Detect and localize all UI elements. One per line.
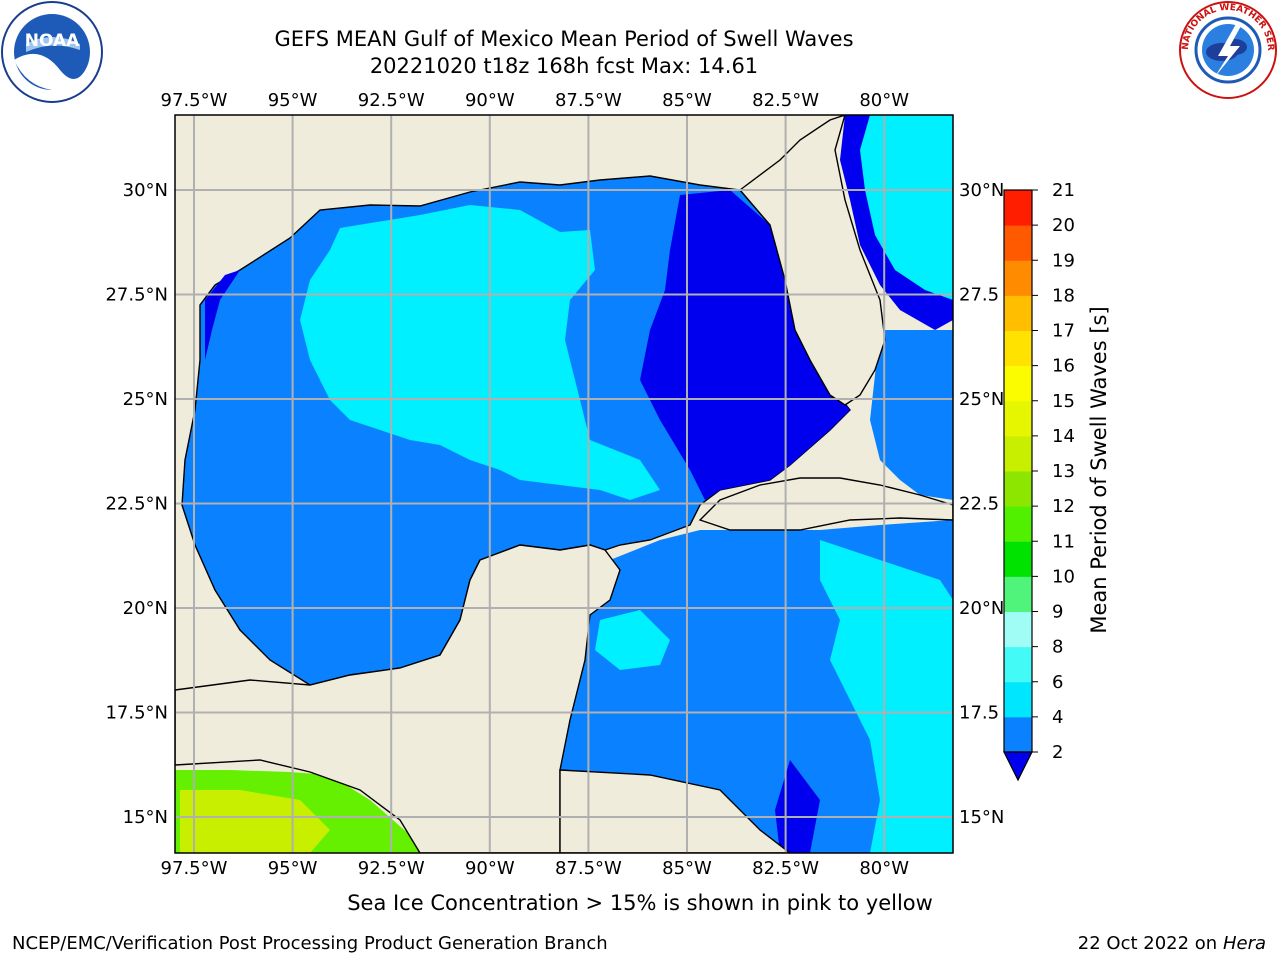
colorbar-tick-label: 20	[1052, 215, 1075, 236]
longitude-labels-top: 97.5°W 95°W 92.5°W 90°W 87.5°W 85°W 82.5°W 80°W	[161, 90, 910, 111]
lat-label-left: 22.5°N	[105, 494, 168, 515]
colorbar-segment	[1004, 330, 1032, 367]
colorbar-segment	[1004, 295, 1032, 331]
lat-label-right: 25°N	[959, 389, 1004, 410]
lon-label-top: 80°W	[859, 90, 909, 111]
lon-label-bottom: 95°W	[268, 858, 318, 879]
lon-label-bottom: 85°W	[662, 858, 712, 879]
colorbar-under-arrow	[1003, 751, 1033, 782]
colorbar-segment	[1004, 260, 1032, 296]
date-stamp: 22 Oct 2022 on Hera	[1078, 933, 1266, 954]
colorbar-segment	[1004, 435, 1032, 472]
credit-text: NCEP/EMC/Verification Post Processing Pr…	[12, 933, 608, 954]
colorbar-tick-label: 4	[1052, 707, 1063, 728]
colorbar-segment	[1004, 225, 1032, 261]
colorbar-segment	[1004, 506, 1032, 542]
lat-label-left: 17.5°N	[105, 703, 168, 724]
lon-label-bottom: 82.5°W	[752, 858, 819, 879]
west-coast-deep	[205, 270, 240, 360]
colorbar-label: Mean Period of Swell Waves [s]	[1087, 306, 1111, 633]
chart-title: GEFS MEAN Gulf of Mexico Mean Period of …	[274, 27, 854, 51]
lon-label-bottom: 90°W	[465, 858, 515, 879]
colorbar-segment	[1004, 611, 1032, 648]
colorbar-tick-label: 12	[1052, 496, 1075, 517]
lon-label-bottom: 80°W	[859, 858, 909, 879]
yucatan-channel-cyan	[595, 610, 670, 670]
latitude-labels-left: 30°N 27.5°N 25°N 22.5°N 20°N 17.5°N 15°N	[105, 180, 168, 828]
colorbar-tick-label: 15	[1052, 391, 1075, 412]
lon-label-top: 82.5°W	[752, 90, 819, 111]
map-frame	[174, 114, 954, 854]
east-gulf-deep	[640, 190, 850, 500]
colorbar-segment	[1004, 400, 1032, 437]
colorbar-tick-label: 18	[1052, 285, 1075, 306]
lon-label-bottom: 97.5°W	[161, 858, 228, 879]
lat-label-right: 30°N	[959, 180, 1004, 201]
gulf-water-cyan	[300, 205, 660, 500]
colorbar-segment	[1004, 681, 1032, 718]
lat-label-left: 20°N	[123, 598, 168, 619]
colorbar-segment	[1004, 471, 1032, 507]
colorbar-tick-label: 8	[1052, 637, 1063, 658]
lon-label-top: 90°W	[465, 90, 515, 111]
lon-label-top: 87.5°W	[555, 90, 622, 111]
colorbar-segment	[1004, 646, 1032, 683]
longitude-labels-bottom: 97.5°W 95°W 92.5°W 90°W 87.5°W 85°W 82.5°W 80°W	[161, 858, 910, 879]
lat-label-left: 27.5°N	[105, 285, 168, 306]
noaa-logo: NOAA	[1, 1, 103, 103]
lat-label-left: 30°N	[123, 180, 168, 201]
noaa-logo-text: NOAA	[25, 31, 80, 51]
colorbar-tick-label: 21	[1052, 180, 1075, 201]
colorbar-tick-label: 9	[1052, 602, 1063, 623]
lon-label-bottom: 92.5°W	[358, 858, 425, 879]
latitude-labels-right: 30°N 27.5 25°N 22.5 20°N 17.5 15°N	[959, 180, 1004, 828]
graticule	[175, 115, 953, 853]
colorbar-segment	[1004, 365, 1032, 402]
lon-label-top: 85°W	[662, 90, 712, 111]
colorbar-tick-label: 16	[1052, 356, 1075, 377]
lat-label-right: 20°N	[959, 598, 1004, 619]
colorbar-segment	[1004, 716, 1032, 753]
lat-label-right: 22.5	[959, 494, 999, 515]
colorbar-segment	[1004, 541, 1032, 577]
colorbar-tick-label: 10	[1052, 566, 1075, 587]
bahamas-water	[870, 330, 953, 500]
central-america-land	[559, 769, 792, 853]
lon-label-top: 92.5°W	[358, 90, 425, 111]
lat-label-right: 15°N	[959, 807, 1004, 828]
colorbar-tick-label: 19	[1052, 250, 1075, 271]
yucatan-land	[175, 544, 621, 853]
lat-label-right: 17.5	[959, 703, 999, 724]
lon-label-top: 95°W	[268, 90, 318, 111]
lon-label-bottom: 87.5°W	[555, 858, 622, 879]
colorbar-segment	[1004, 576, 1032, 612]
colorbar-tick-label: 14	[1052, 426, 1075, 447]
chart-subtitle: 20221020 t18z 168h fcst Max: 14.61	[369, 54, 759, 78]
nws-logo: NATIONAL WEATHER SERVICE	[1178, 0, 1277, 99]
colorbar-segment	[1004, 190, 1032, 226]
colorbar-tick-label: 17	[1052, 321, 1075, 342]
lon-label-top: 97.5°W	[161, 90, 228, 111]
lat-label-right: 27.5	[959, 285, 999, 306]
lat-label-left: 25°N	[123, 389, 168, 410]
sea-ice-note: Sea Ice Concentration > 15% is shown in …	[347, 891, 933, 915]
colorbar-tick-label: 11	[1052, 531, 1075, 552]
colorbar-tick-label: 13	[1052, 461, 1075, 482]
caribbean-cyan	[820, 540, 953, 853]
colorbar-tick-label: 6	[1052, 672, 1063, 693]
date-text: 22 Oct 2022 on	[1077, 933, 1223, 954]
colorbar-tick-label: 2	[1052, 742, 1063, 763]
host-name: Hera	[1222, 933, 1266, 954]
lat-label-left: 15°N	[123, 807, 168, 828]
colorbar: 2 4 6 8 9 10 11 12 13 14 15 16 17 18 19 20 21	[1003, 180, 1075, 782]
